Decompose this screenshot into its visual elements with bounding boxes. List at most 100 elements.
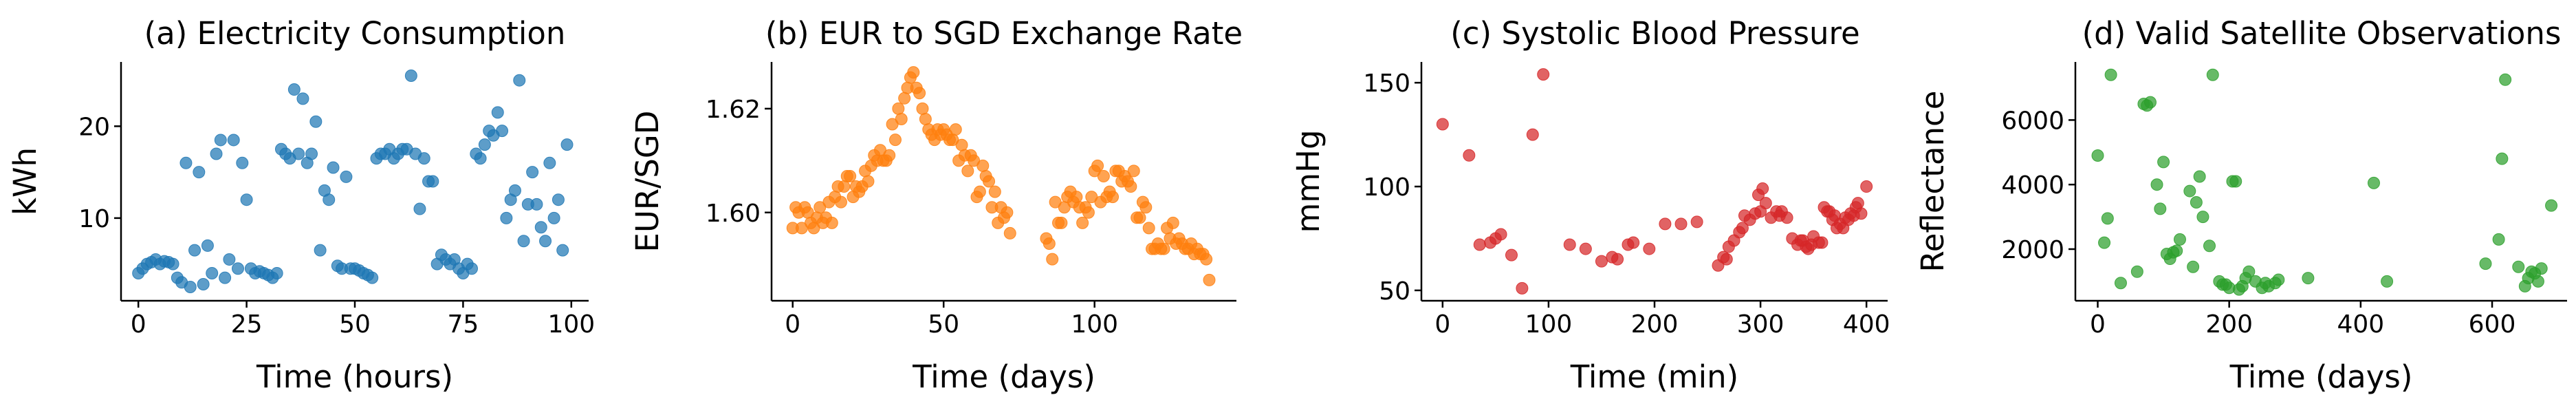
data-point [1166,216,1179,229]
x-axis-label: Time (min) [1570,359,1738,395]
data-point [219,271,232,284]
data-point [210,147,223,160]
data-point [305,147,318,160]
data-point [1516,281,1529,295]
data-point [556,244,569,257]
data-point [1595,255,1608,268]
data-point [223,253,236,266]
x-tick-label: 200 [2205,310,2253,339]
data-point [2101,212,2114,225]
data-point [2512,260,2525,273]
data-point [1001,206,1014,219]
data-point [474,152,487,165]
data-point [2150,178,2163,191]
data-point [366,271,379,284]
panel-title: (c) Systolic Blood Pressure [1450,15,1859,52]
data-point [1611,253,1624,266]
panel-title: (b) EUR to SGD Exchange Rate [765,15,1243,52]
data-point [1847,209,1860,222]
data-point [1674,217,1688,231]
data-point [1720,253,1733,266]
y-tick-label: 6000 [2001,107,2064,135]
data-point [973,185,986,198]
data-point [2492,233,2505,246]
data-point [2499,73,2512,86]
data-point [2173,233,2186,246]
x-tick-label: 0 [131,310,146,339]
data-point [1055,216,1068,229]
y-axis-label: EUR/SGD [629,111,666,253]
x-tick-label: 0 [785,310,800,339]
data-point [327,161,340,174]
data-point [2272,273,2285,286]
data-point [862,175,875,188]
y-tick-label: 50 [1379,277,1410,306]
y-tick-label: 4000 [2001,171,2064,200]
data-point [1003,226,1016,240]
data-point [2545,199,2558,212]
data-point [2130,265,2143,278]
data-point [1436,118,1449,131]
data-point [2157,156,2170,169]
data-point [916,102,929,115]
data-point [883,149,896,162]
data-point [2196,211,2209,224]
x-tick-label: 50 [928,310,959,339]
data-point [2367,176,2380,189]
data-point [1076,216,1089,229]
data-point [214,134,227,147]
data-point [1756,182,1769,195]
data-point [539,235,552,248]
data-point [961,164,974,178]
data-point [179,156,193,169]
data-point [1463,149,1476,162]
data-point [1091,159,1104,172]
data-point [1759,197,1772,210]
data-point [2206,68,2219,81]
data-point [2203,240,2216,253]
data-point [1203,273,1216,286]
data-point [1526,128,1539,141]
data-point [201,239,214,252]
data-point [1473,238,1486,251]
data-point [888,134,902,147]
data-point [232,262,244,275]
data-point [2114,277,2127,290]
data-point [2187,260,2200,273]
data-point [240,193,253,206]
data-point [2193,170,2206,183]
data-point [206,266,219,279]
data-point [1133,211,1146,224]
data-point [508,184,521,197]
data-point [1097,169,1110,182]
y-axis-label: Reflectance [1914,91,1951,273]
data-point [2229,175,2242,188]
data-point [560,138,574,151]
panel-4: (d) Valid Satellite Observations 0 200 400 6… [1914,15,2567,395]
y-axis-label: kWh [7,147,43,215]
y-tick-label: 1.62 [706,96,761,124]
data-point [1200,253,1213,266]
data-point [895,112,908,125]
data-point [2104,68,2117,81]
x-tick-label: 25 [231,310,263,339]
data-point [2154,202,2167,215]
data-point [166,257,179,270]
data-point [1851,197,1864,210]
data-point [834,195,847,209]
data-point [340,170,353,183]
data-point [983,175,996,188]
data-point [193,166,206,179]
y-tick-label: 100 [1363,173,1410,202]
y-tick-label: 1.60 [706,200,761,228]
x-tick-label: 600 [2469,310,2516,339]
x-axis-label: Time (hours) [256,359,453,395]
data-point [1505,248,1518,262]
data-point [2496,152,2509,165]
data-point [426,175,439,188]
data-point [478,138,491,151]
data-point [955,138,968,151]
panel-title: (a) Electricity Consumption [144,15,566,52]
data-point [1815,236,1829,249]
